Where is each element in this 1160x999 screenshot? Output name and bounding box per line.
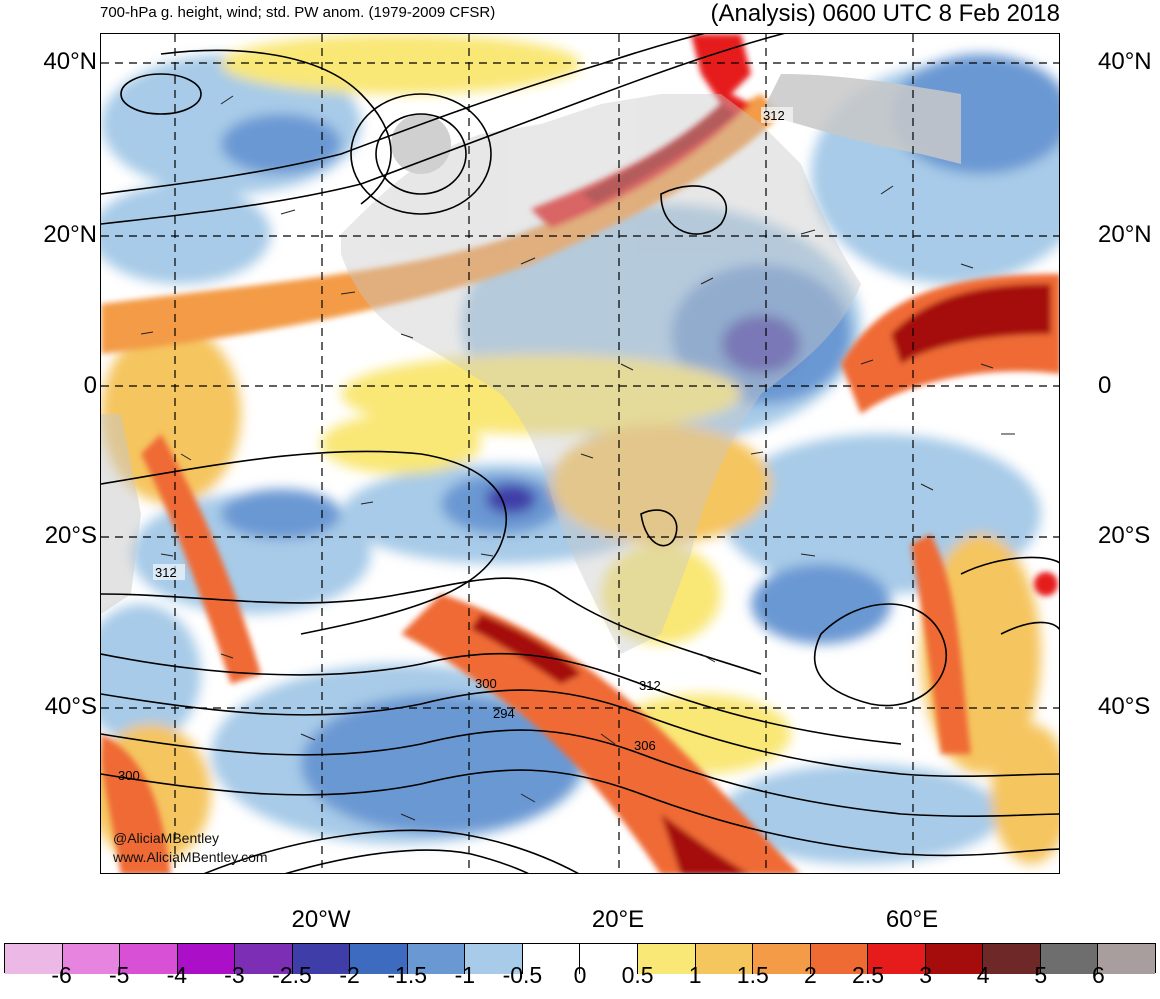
colorbar-swatch <box>983 944 1041 974</box>
colorbar-tick-label: 1.5 <box>736 962 769 988</box>
contour-label-group: 312 312 300 294 312 306 300 <box>118 107 793 783</box>
pw-anomaly-field <box>101 34 1059 864</box>
lat-label-left: 20°N <box>43 221 97 248</box>
colorbar-swatch <box>638 944 696 974</box>
colorbar-tick-label: 1 <box>688 962 702 988</box>
colorbar-tick-label: -2.5 <box>272 962 312 988</box>
colorbar-swatch <box>120 944 178 974</box>
lat-label-right: 20°S <box>1098 522 1151 549</box>
colorbar-swatch <box>868 944 926 974</box>
colorbar-tick-label: 0.5 <box>621 962 654 988</box>
contour-label: 312 <box>155 565 177 580</box>
lat-label-left: 20°S <box>44 522 97 549</box>
colorbar-swatch <box>350 944 408 974</box>
lon-label: 20°W <box>291 906 351 933</box>
land-areas <box>101 74 961 654</box>
watermark-handle: @AliciaMBentley <box>113 830 220 846</box>
wind-barbs <box>140 95 1015 821</box>
watermark-url: www.AliciaMBentley.com <box>113 849 268 865</box>
colorbar-swatch <box>465 944 523 974</box>
lat-label-left: 40°S <box>44 693 97 720</box>
moisture-plumes <box>101 34 1059 873</box>
colorbar-swatch <box>1040 944 1099 974</box>
colorbar-swatch <box>292 944 351 974</box>
contour-label: 300 <box>118 768 140 783</box>
colorbar-tick-label: -2 <box>339 962 360 988</box>
contour-label: 306 <box>634 738 656 753</box>
colorbar-swatch <box>522 944 581 974</box>
colorbar-tick-label: 3 <box>919 962 932 988</box>
map-canvas: 312 312 300 294 312 306 300 <box>101 34 1059 873</box>
lat-label-right: 40°N <box>1098 48 1152 75</box>
colorbar-tick-label: 2.5 <box>852 962 884 988</box>
colorbar-swatch <box>407 944 466 974</box>
contour-label: 294 <box>493 706 515 721</box>
map-title: 700-hPa g. height, wind; std. PW anom. (… <box>100 4 496 21</box>
colorbar-swatch <box>580 944 639 974</box>
colorbar-swatch <box>810 944 869 974</box>
lon-label: 20°E <box>591 906 645 933</box>
lat-lon-grid <box>101 34 1059 873</box>
colorbar-swatch <box>5 944 63 974</box>
colorbar-tick-label: -6 <box>51 962 72 988</box>
contour-label: 312 <box>763 108 785 123</box>
colorbar-tick-label: -1.5 <box>387 962 428 988</box>
colorbar-tick-label: -5 <box>108 962 130 988</box>
colorbar-tick-label: 5 <box>1034 962 1048 988</box>
contour-label: 312 <box>639 678 661 693</box>
colorbar-swatch <box>235 944 293 974</box>
colorbar-swatch <box>177 944 236 974</box>
colorbar-tick-label: -0.5 <box>502 962 543 988</box>
lat-label-left: 0 <box>83 372 97 399</box>
colorbar-tick-label: -3 <box>224 962 245 988</box>
colorbar-swatch <box>695 944 754 974</box>
analysis-time-title: (Analysis) 0600 UTC 8 Feb 2018 <box>710 0 1061 27</box>
colorbar-tick-label: -4 <box>166 962 188 988</box>
colorbar-swatch <box>62 944 121 974</box>
contour-label: 300 <box>475 676 497 691</box>
colorbar-tick-label: 2 <box>803 962 817 988</box>
map-panel: 312 312 300 294 312 306 300 @AliciaMBent… <box>100 33 1060 874</box>
lat-label-right: 20°N <box>1098 221 1152 248</box>
lon-label: 60°E <box>885 906 939 933</box>
colorbar-tick-label: -1 <box>454 962 476 988</box>
lat-label-right: 40°S <box>1098 693 1151 720</box>
colorbar-swatch <box>1098 944 1155 974</box>
colorbar-swatch <box>753 944 811 974</box>
colorbar-tick-label: 6 <box>1091 962 1105 988</box>
colorbar <box>4 943 1156 974</box>
lat-label-left: 40°N <box>43 48 97 75</box>
colorbar-tick-label: 4 <box>976 962 990 988</box>
lat-label-right: 0 <box>1098 372 1112 399</box>
colorbar-tick-label: 0 <box>573 962 587 988</box>
colorbar-swatch <box>925 944 984 974</box>
